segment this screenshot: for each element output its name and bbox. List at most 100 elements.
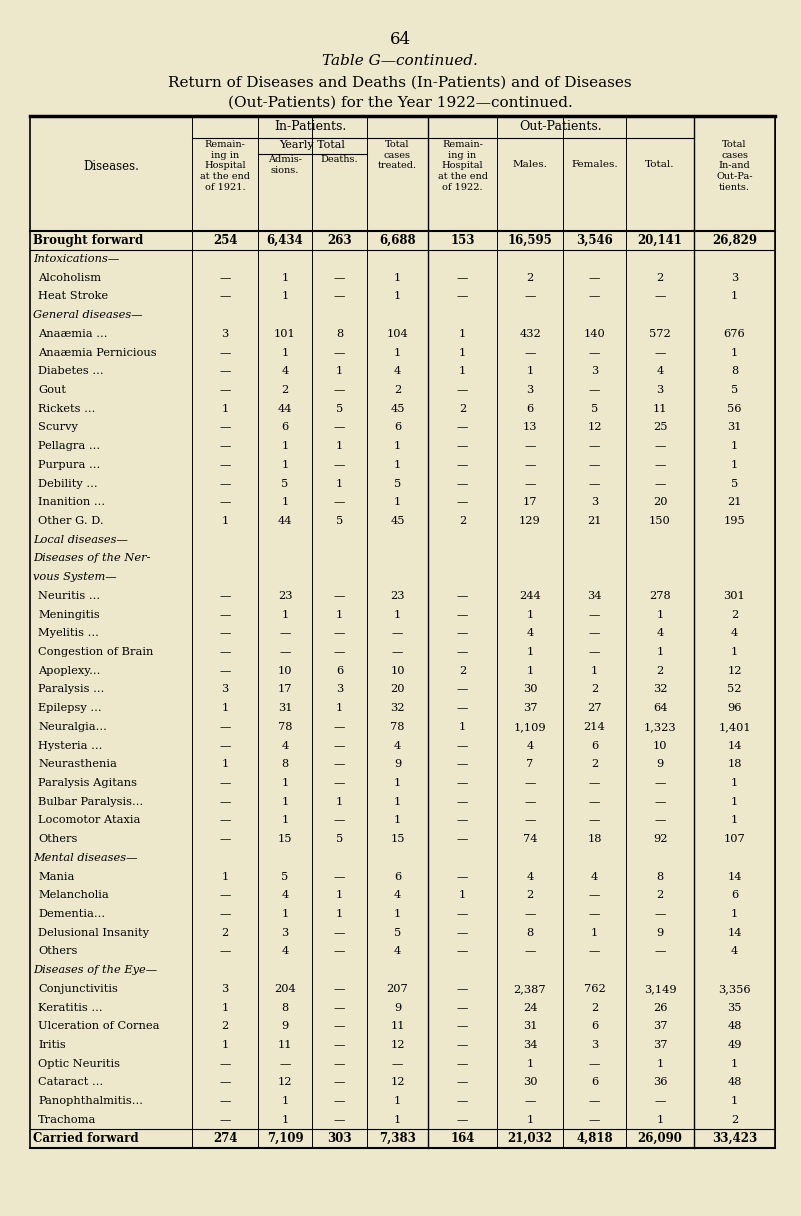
- Text: 5: 5: [394, 928, 401, 938]
- Text: Carried forward: Carried forward: [33, 1132, 139, 1145]
- Text: 4: 4: [731, 946, 739, 957]
- Text: 1: 1: [731, 778, 739, 788]
- Text: —: —: [457, 872, 469, 882]
- Text: 676: 676: [723, 330, 746, 339]
- Text: 1,401: 1,401: [718, 722, 751, 732]
- Text: —: —: [334, 591, 345, 601]
- Text: 1: 1: [459, 330, 466, 339]
- Text: Diseases of the Eye—: Diseases of the Eye—: [33, 966, 157, 975]
- Text: 20: 20: [653, 497, 667, 507]
- Text: 4: 4: [526, 872, 533, 882]
- Text: 31: 31: [523, 1021, 537, 1031]
- Text: Yearly Total: Yearly Total: [280, 140, 345, 150]
- Text: 263: 263: [327, 233, 352, 247]
- Text: 204: 204: [274, 984, 296, 993]
- Text: 74: 74: [523, 834, 537, 844]
- Text: 35: 35: [727, 1003, 742, 1013]
- Text: Inanition ...: Inanition ...: [38, 497, 105, 507]
- Text: Delusional Insanity: Delusional Insanity: [38, 928, 149, 938]
- Text: 1: 1: [336, 910, 343, 919]
- Text: 2: 2: [221, 1021, 228, 1031]
- Text: 45: 45: [390, 404, 405, 413]
- Text: 31: 31: [727, 422, 742, 433]
- Text: 14: 14: [727, 872, 742, 882]
- Text: Congestion of Brain: Congestion of Brain: [38, 647, 153, 657]
- Text: 4: 4: [591, 872, 598, 882]
- Text: 37: 37: [653, 1021, 667, 1031]
- Text: Males.: Males.: [513, 161, 547, 169]
- Text: —: —: [654, 1096, 666, 1107]
- Text: 12: 12: [587, 422, 602, 433]
- Text: —: —: [525, 460, 536, 469]
- Text: 1: 1: [656, 647, 663, 657]
- Text: —: —: [219, 629, 231, 638]
- Text: Diabetes ...: Diabetes ...: [38, 366, 103, 377]
- Text: —: —: [219, 441, 231, 451]
- Text: Paralysis ...: Paralysis ...: [38, 685, 104, 694]
- Text: —: —: [219, 272, 231, 283]
- Text: Total
cases
In-and
Out-Pa-
tients.: Total cases In-and Out-Pa- tients.: [716, 140, 753, 192]
- Text: 12: 12: [727, 666, 742, 676]
- Text: 1: 1: [731, 816, 739, 826]
- Text: 78: 78: [278, 722, 292, 732]
- Text: —: —: [654, 816, 666, 826]
- Text: —: —: [457, 609, 469, 620]
- Text: —: —: [589, 1096, 600, 1107]
- Text: 1: 1: [281, 816, 288, 826]
- Text: 1: 1: [394, 1115, 401, 1125]
- Text: Total.: Total.: [646, 161, 674, 169]
- Text: 101: 101: [274, 330, 296, 339]
- Text: —: —: [457, 759, 469, 770]
- Text: 2: 2: [731, 1115, 739, 1125]
- Text: Paralysis Agitans: Paralysis Agitans: [38, 778, 137, 788]
- Text: 1: 1: [459, 890, 466, 900]
- Text: 5: 5: [336, 516, 343, 527]
- Text: —: —: [219, 796, 231, 806]
- Text: Gout: Gout: [38, 385, 66, 395]
- Text: —: —: [334, 778, 345, 788]
- Text: Out-Patients.: Out-Patients.: [520, 120, 602, 133]
- Text: 195: 195: [723, 516, 746, 527]
- Text: 1: 1: [731, 292, 739, 302]
- Text: —: —: [219, 722, 231, 732]
- Text: 9: 9: [394, 1003, 401, 1013]
- Text: —: —: [334, 1003, 345, 1013]
- Text: 1: 1: [281, 778, 288, 788]
- Text: 5: 5: [731, 385, 739, 395]
- Text: 18: 18: [727, 759, 742, 770]
- Text: 7: 7: [526, 759, 533, 770]
- Text: 1: 1: [394, 910, 401, 919]
- Text: 32: 32: [653, 685, 667, 694]
- Text: 1: 1: [394, 796, 401, 806]
- Text: —: —: [392, 1059, 403, 1069]
- Text: —: —: [457, 778, 469, 788]
- Text: —: —: [457, 796, 469, 806]
- Text: 10: 10: [278, 666, 292, 676]
- Text: 5: 5: [336, 404, 343, 413]
- Text: —: —: [457, 984, 469, 993]
- Text: 37: 37: [523, 703, 537, 714]
- Text: 1: 1: [731, 1059, 739, 1069]
- Text: 52: 52: [727, 685, 742, 694]
- Text: —: —: [457, 685, 469, 694]
- Text: 20,141: 20,141: [638, 233, 682, 247]
- Text: —: —: [219, 666, 231, 676]
- Text: Hysteria ...: Hysteria ...: [38, 741, 103, 750]
- Text: Deaths.: Deaths.: [320, 154, 358, 164]
- Text: 14: 14: [727, 928, 742, 938]
- Text: —: —: [654, 778, 666, 788]
- Text: 21,032: 21,032: [508, 1132, 553, 1145]
- Text: (Out-Patients) for the Year 1922—continued.: (Out-Patients) for the Year 1922—continu…: [227, 96, 573, 109]
- Text: —: —: [334, 497, 345, 507]
- Text: Remain-
ing in
Hospital
at the end
of 1921.: Remain- ing in Hospital at the end of 19…: [200, 140, 250, 192]
- Text: —: —: [525, 910, 536, 919]
- Text: 1: 1: [281, 609, 288, 620]
- Text: 1: 1: [221, 516, 228, 527]
- Text: 5: 5: [394, 479, 401, 489]
- Text: Other G. D.: Other G. D.: [38, 516, 103, 527]
- Text: 1: 1: [336, 366, 343, 377]
- Text: —: —: [654, 796, 666, 806]
- Text: 254: 254: [213, 233, 237, 247]
- Text: 1: 1: [336, 441, 343, 451]
- Text: 4,818: 4,818: [576, 1132, 613, 1145]
